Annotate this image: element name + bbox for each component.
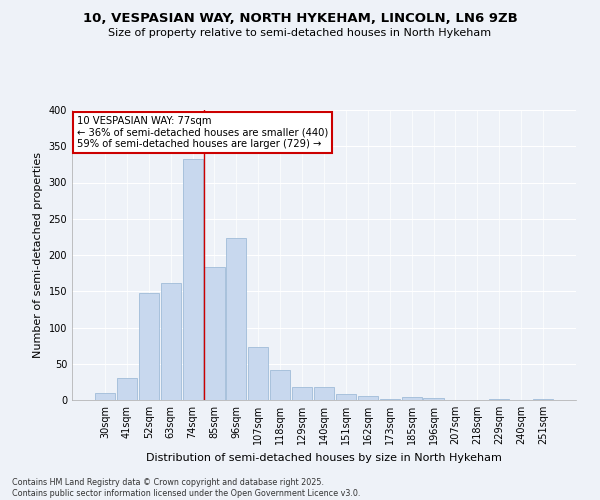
- Text: 10, VESPASIAN WAY, NORTH HYKEHAM, LINCOLN, LN6 9ZB: 10, VESPASIAN WAY, NORTH HYKEHAM, LINCOL…: [83, 12, 517, 26]
- Bar: [336, 394, 356, 400]
- Bar: [117, 378, 137, 400]
- Text: 10 VESPASIAN WAY: 77sqm
← 36% of semi-detached houses are smaller (440)
59% of s: 10 VESPASIAN WAY: 77sqm ← 36% of semi-de…: [77, 116, 328, 149]
- Bar: [292, 387, 312, 400]
- Bar: [424, 398, 443, 400]
- Bar: [205, 266, 224, 400]
- Bar: [401, 397, 422, 400]
- Bar: [226, 238, 247, 400]
- Bar: [270, 370, 290, 400]
- Y-axis label: Number of semi-detached properties: Number of semi-detached properties: [33, 152, 43, 358]
- X-axis label: Distribution of semi-detached houses by size in North Hykeham: Distribution of semi-detached houses by …: [146, 452, 502, 462]
- Bar: [489, 398, 509, 400]
- Text: Size of property relative to semi-detached houses in North Hykeham: Size of property relative to semi-detach…: [109, 28, 491, 38]
- Bar: [161, 282, 181, 400]
- Bar: [95, 393, 115, 400]
- Bar: [358, 396, 378, 400]
- Bar: [380, 398, 400, 400]
- Bar: [314, 387, 334, 400]
- Bar: [248, 347, 268, 400]
- Text: Contains HM Land Registry data © Crown copyright and database right 2025.
Contai: Contains HM Land Registry data © Crown c…: [12, 478, 361, 498]
- Bar: [182, 158, 203, 400]
- Bar: [139, 292, 159, 400]
